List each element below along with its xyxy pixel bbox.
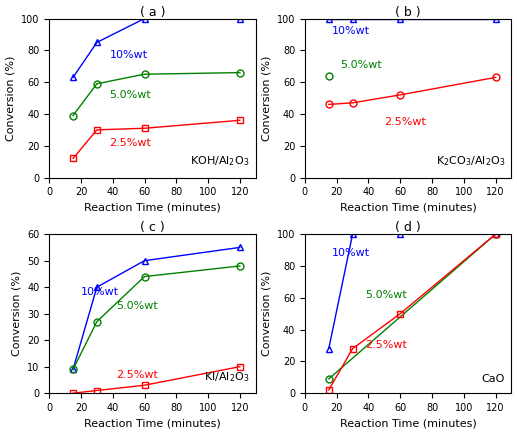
X-axis label: Reaction Time (minutes): Reaction Time (minutes)	[340, 203, 477, 213]
Text: KI/Al$_2$O$_3$: KI/Al$_2$O$_3$	[204, 370, 250, 384]
Text: 10%wt: 10%wt	[110, 50, 148, 60]
X-axis label: Reaction Time (minutes): Reaction Time (minutes)	[84, 203, 221, 213]
Title: ( c ): ( c )	[140, 221, 165, 234]
Text: 5.0%wt: 5.0%wt	[110, 90, 151, 100]
Title: ( a ): ( a )	[140, 6, 165, 19]
Text: 10%wt: 10%wt	[332, 26, 370, 36]
Text: 5.0%wt: 5.0%wt	[340, 59, 382, 70]
Text: 2.5%wt: 2.5%wt	[384, 117, 426, 127]
Text: KOH/Al$_2$O$_3$: KOH/Al$_2$O$_3$	[190, 154, 250, 168]
Text: CaO: CaO	[482, 374, 505, 384]
Y-axis label: Conversion (%): Conversion (%)	[261, 56, 271, 141]
Text: 2.5%wt: 2.5%wt	[110, 138, 151, 148]
Text: 10%wt: 10%wt	[81, 287, 119, 297]
Text: 2.5%wt: 2.5%wt	[116, 370, 158, 380]
Y-axis label: Conversion (%): Conversion (%)	[261, 271, 271, 356]
X-axis label: Reaction Time (minutes): Reaction Time (minutes)	[84, 418, 221, 428]
Text: 5.0%wt: 5.0%wt	[116, 301, 158, 311]
Text: 10%wt: 10%wt	[332, 248, 370, 258]
Y-axis label: Conversion (%): Conversion (%)	[11, 271, 22, 356]
Text: K$_2$CO$_3$/Al$_2$O$_3$: K$_2$CO$_3$/Al$_2$O$_3$	[436, 154, 505, 168]
X-axis label: Reaction Time (minutes): Reaction Time (minutes)	[340, 418, 477, 428]
Title: ( b ): ( b )	[396, 6, 421, 19]
Y-axis label: Conversion (%): Conversion (%)	[6, 56, 16, 141]
Text: 5.0%wt: 5.0%wt	[366, 289, 407, 299]
Text: 2.5%wt: 2.5%wt	[366, 340, 407, 351]
Title: ( d ): ( d )	[396, 221, 421, 234]
